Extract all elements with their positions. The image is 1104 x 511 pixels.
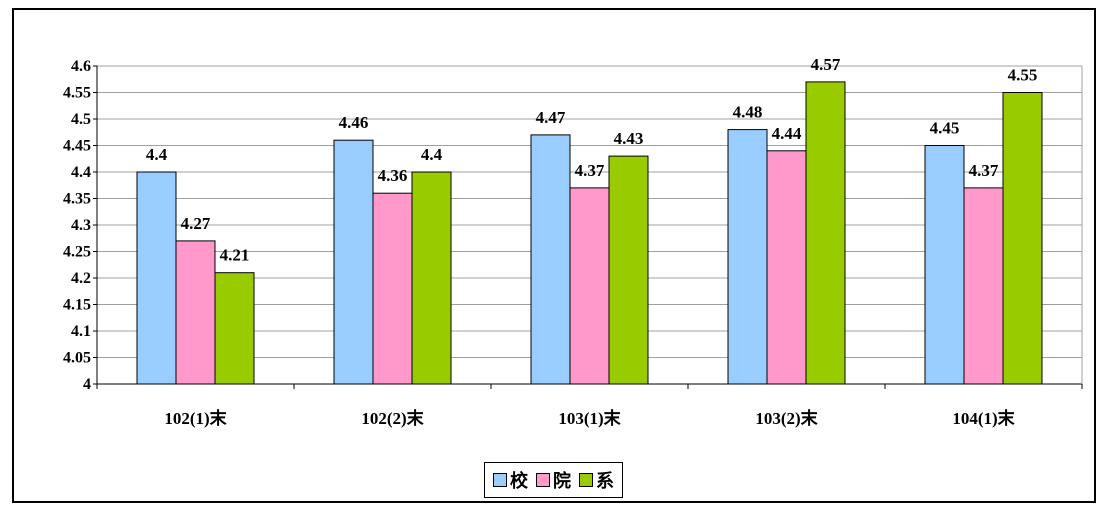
bar	[530, 134, 571, 385]
y-tick-label: 4.35	[63, 191, 91, 208]
bar	[569, 187, 610, 385]
legend-label-0: 校	[510, 471, 528, 492]
x-tick-label: 102(1)末	[164, 408, 227, 428]
data-label: 4.43	[614, 129, 644, 148]
data-label: 4.44	[772, 124, 802, 143]
y-tick-label: 4.4	[71, 164, 91, 181]
y-tick-label: 4.2	[71, 270, 91, 287]
x-tick-label: 103(2)末	[755, 408, 818, 428]
x-tick-label: 104(1)末	[952, 408, 1015, 428]
bar	[924, 145, 965, 385]
data-label: 4.47	[536, 108, 566, 127]
y-tick-label: 4	[83, 376, 91, 393]
data-label: 4.46	[339, 113, 369, 132]
bar	[608, 155, 649, 385]
y-tick-label: 4.15	[63, 297, 91, 314]
bar	[1002, 92, 1043, 385]
bar	[372, 192, 413, 385]
bar	[214, 272, 255, 385]
bar	[766, 150, 807, 385]
bar	[411, 171, 452, 385]
bar	[333, 139, 374, 385]
legend-swatch-1	[536, 473, 550, 487]
chart-frame: 4 4.05 4.1 4.15 4.2 4.25 4.3 4.35 4.4 4.45 4.5 4.55…	[12, 8, 1096, 503]
data-label: 4.21	[220, 246, 250, 265]
data-label: 4.27	[181, 214, 211, 233]
data-label: 4.4	[421, 145, 443, 164]
legend: 校 院 系	[484, 462, 623, 498]
y-tick-label: 4.05	[63, 350, 91, 367]
data-label: 4.37	[575, 161, 605, 180]
data-label: 4.4	[146, 145, 168, 164]
y-tick-label: 4.1	[71, 323, 91, 340]
legend-item-2: 系	[579, 467, 614, 493]
y-tick-label: 4.6	[71, 58, 91, 75]
y-tick-label: 4.5	[71, 111, 91, 128]
data-label: 4.57	[811, 55, 841, 74]
bar	[963, 187, 1004, 385]
y-tick-label: 4.45	[63, 138, 91, 155]
data-label: 4.48	[733, 103, 763, 122]
y-tick-label: 4.3	[71, 217, 91, 234]
legend-item-1: 院	[536, 467, 571, 493]
y-tick-label: 4.55	[63, 85, 91, 102]
x-tick-label: 102(2)末	[361, 408, 424, 428]
x-tick-label: 103(1)末	[558, 408, 621, 428]
bar-chart: 4 4.05 4.1 4.15 4.2 4.25 4.3 4.35 4.4 4.45 4.5 4.55…	[63, 55, 1083, 428]
bar	[805, 81, 846, 385]
bar	[727, 129, 768, 385]
bar	[136, 171, 177, 385]
y-tick-label: 4.25	[63, 244, 91, 261]
legend-item-0: 校	[493, 467, 528, 493]
data-label: 4.37	[969, 161, 999, 180]
legend-label-2: 系	[596, 471, 614, 492]
legend-swatch-2	[579, 473, 593, 487]
legend-swatch-0	[493, 473, 507, 487]
legend-label-1: 院	[553, 471, 571, 492]
bar	[175, 240, 216, 385]
data-label: 4.36	[378, 166, 408, 185]
data-label: 4.45	[930, 119, 960, 138]
data-label: 4.55	[1008, 66, 1038, 85]
